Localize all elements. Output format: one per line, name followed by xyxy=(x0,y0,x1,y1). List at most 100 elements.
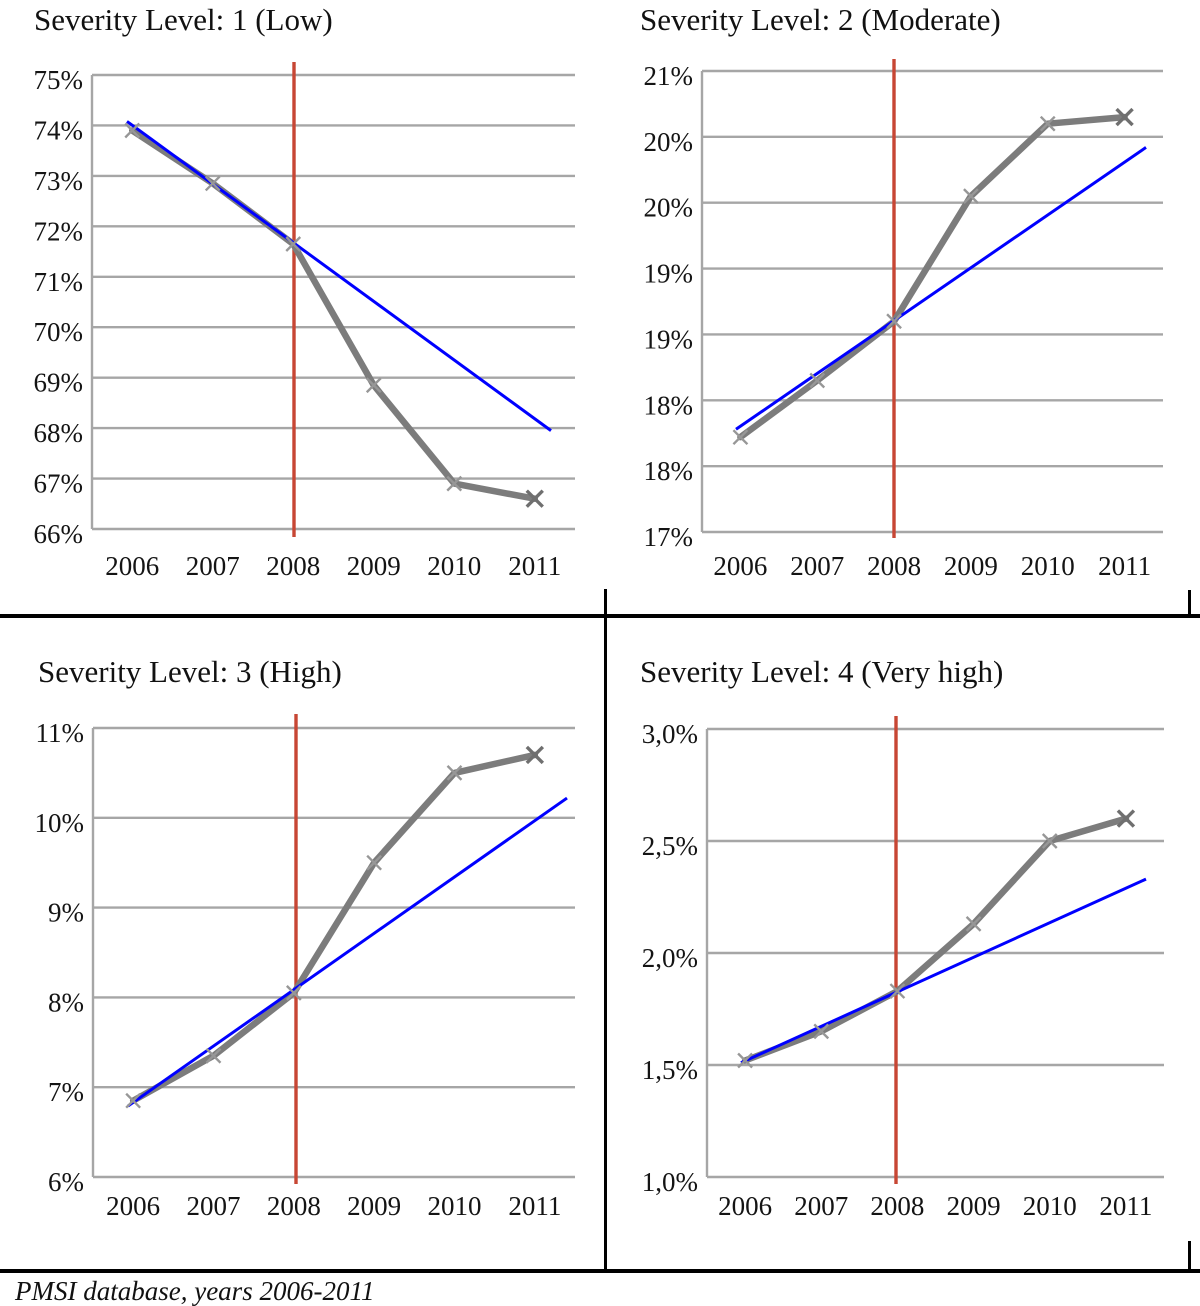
trend-line xyxy=(735,146,1147,431)
data-marker xyxy=(446,475,463,492)
x-axis-label: 2006 xyxy=(106,1191,160,1221)
y-axis-label: 18% xyxy=(644,390,694,420)
bottom-rule xyxy=(0,1269,1200,1273)
data-marker xyxy=(125,1092,142,1109)
x-axis-label: 2008 xyxy=(267,1191,321,1221)
x-axis-label: 2006 xyxy=(713,551,767,581)
y-axis-label: 20% xyxy=(644,193,694,223)
x-axis-label: 2011 xyxy=(1099,1191,1152,1221)
right-border-stub-top xyxy=(1188,590,1191,616)
trend-line xyxy=(126,120,552,432)
y-axis-label: 7% xyxy=(48,1077,84,1107)
trend-line xyxy=(740,877,1147,1065)
data-marker xyxy=(124,122,141,139)
y-axis-label: 73% xyxy=(34,166,84,196)
x-axis-label: 2010 xyxy=(428,1191,482,1221)
data-marker xyxy=(809,372,826,389)
y-axis-label: 21% xyxy=(644,61,694,91)
data-marker xyxy=(205,1047,222,1064)
data-marker xyxy=(886,313,902,330)
vertical-divider xyxy=(604,589,607,1272)
chart-severity-3-plot: 11% 10% 9% 8% 7% 6% 2006 2007 2008 2009 2010 2011 xyxy=(35,714,575,1221)
data-marker xyxy=(1039,115,1056,132)
x-axis-label: 2007 xyxy=(187,1191,241,1221)
chart-severity-1-plot: 75% 74% 73% 72% 71% 70% 69% 68% 67% 66% 2006 2007 20… xyxy=(34,62,575,581)
chart-title-severity-1: Severity Level: 1 (Low) xyxy=(34,2,333,37)
data-marker xyxy=(737,1052,753,1069)
y-axis-label: 17% xyxy=(644,522,694,552)
x-axis-label: 2009 xyxy=(944,551,998,581)
y-axis-label: 3,0% xyxy=(642,719,698,749)
y-axis-label: 9% xyxy=(48,898,84,928)
x-axis-label: 2009 xyxy=(347,1191,401,1221)
y-axis-label: 19% xyxy=(644,324,694,354)
data-marker xyxy=(365,377,382,394)
x-axis-label: 2010 xyxy=(427,551,481,581)
data-marker xyxy=(732,429,749,446)
x-axis-label: 2006 xyxy=(105,551,159,581)
y-axis-label: 2,0% xyxy=(642,943,698,973)
x-axis-label: 2011 xyxy=(1098,551,1151,581)
x-axis-label: 2009 xyxy=(347,551,401,581)
y-axis-label: 20% xyxy=(644,127,694,157)
y-axis-label: 75% xyxy=(34,65,84,95)
horizontal-divider xyxy=(0,614,1200,618)
x-axis-label: 2007 xyxy=(794,1191,848,1221)
data-marker xyxy=(963,188,979,204)
x-axis-label: 2008 xyxy=(870,1191,924,1221)
y-axis-label: 69% xyxy=(34,368,84,398)
data-marker xyxy=(889,983,906,999)
y-axis-label: 70% xyxy=(34,317,84,347)
chart-title-severity-4: Severity Level: 4 (Very high) xyxy=(640,654,1004,689)
y-axis-label: 66% xyxy=(34,519,84,549)
data-marker xyxy=(446,765,463,781)
y-axis-label: 71% xyxy=(34,267,84,297)
data-marker xyxy=(813,1023,830,1040)
data-marker xyxy=(285,236,302,252)
chart-severity-2-plot: 21% 20% 20% 19% 19% 18% 18% 17% 2006 2007 2008 2009… xyxy=(644,59,1163,581)
y-axis-label: 10% xyxy=(35,808,85,838)
observed-series-line xyxy=(737,113,1128,441)
x-axis-label: 2008 xyxy=(867,551,921,581)
y-axis-label: 72% xyxy=(34,216,84,246)
y-axis-label: 1,5% xyxy=(642,1055,698,1085)
x-axis-label: 2006 xyxy=(718,1191,772,1221)
x-axis-label: 2011 xyxy=(508,551,561,581)
chart-title-severity-3: Severity Level: 3 (High) xyxy=(38,654,342,689)
right-border-stub-bottom xyxy=(1188,1241,1191,1271)
data-marker xyxy=(525,745,545,765)
y-axis-label: 6% xyxy=(48,1167,84,1197)
y-axis-label: 19% xyxy=(644,259,694,289)
figure-caption: PMSI database, years 2006-2011 xyxy=(15,1276,375,1306)
data-marker xyxy=(204,175,221,192)
x-axis-label: 2010 xyxy=(1021,551,1075,581)
data-marker xyxy=(525,489,544,508)
observed-series-line xyxy=(741,815,1130,1064)
y-axis-label: 8% xyxy=(48,987,84,1017)
y-axis-label: 68% xyxy=(34,418,84,448)
x-axis-label: 2011 xyxy=(508,1191,561,1221)
data-marker xyxy=(1115,107,1134,127)
data-marker xyxy=(366,854,383,871)
y-axis-label: 2,5% xyxy=(642,831,698,861)
observed-series-line xyxy=(129,127,538,502)
observed-series-line xyxy=(129,751,539,1104)
x-axis-label: 2009 xyxy=(947,1191,1001,1221)
chart-title-severity-2: Severity Level: 2 (Moderate) xyxy=(640,2,1001,37)
data-marker xyxy=(285,985,302,1001)
y-axis-label: 74% xyxy=(34,115,84,145)
data-marker xyxy=(965,916,982,932)
x-axis-label: 2010 xyxy=(1023,1191,1077,1221)
x-axis-label: 2008 xyxy=(266,551,320,581)
y-axis-label: 11% xyxy=(36,718,85,748)
y-axis-label: 18% xyxy=(644,456,694,486)
x-axis-label: 2007 xyxy=(790,551,844,581)
y-axis-label: 67% xyxy=(34,469,84,499)
chart-severity-4-plot: 3,0% 2,5% 2,0% 1,5% 1,0% 2006 2007 2008 2009 2010… xyxy=(642,716,1164,1221)
y-axis-label: 1,0% xyxy=(642,1167,698,1197)
x-axis-label: 2007 xyxy=(186,551,240,581)
data-marker xyxy=(1116,809,1136,828)
data-marker xyxy=(1041,833,1058,849)
